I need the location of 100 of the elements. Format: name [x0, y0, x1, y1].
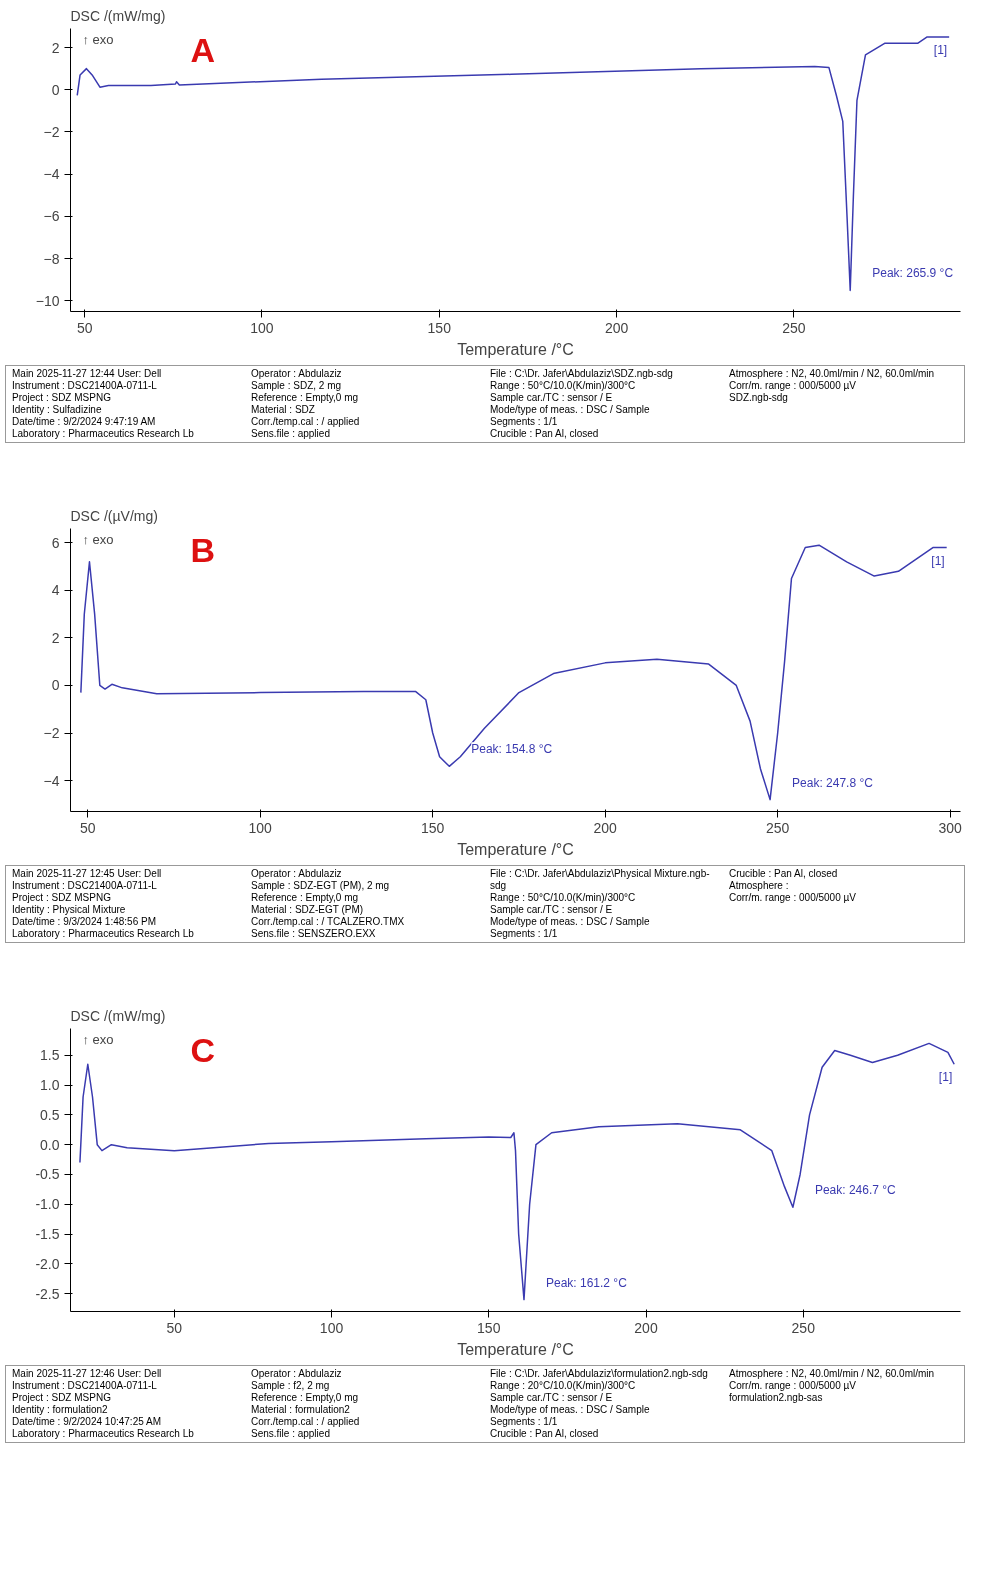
text: Operator : Abdulaziz: [251, 868, 343, 880]
text: Corr/m. range : 000/5000 µV: [729, 1380, 857, 1392]
text: File : C:\Dr. Jafer\Abdulaziz\formulation2.ngb-sdg: [490, 1368, 709, 1380]
text: Range : 50°C/10.0(K/min)/300°C: [490, 892, 637, 904]
text: Crucible : Pan Al, closed: [729, 868, 839, 880]
y-axis-title: DSC /(mW/mg): [70, 7, 166, 24]
text: Date/time : 9/3/2024 1:48:56 PM: [12, 916, 157, 928]
text: File : C:\Dr. Jafer\Abdulaziz\Physical Mixture.ngb-sdg: [490, 868, 711, 892]
text: Range : 50°C/10.0(K/min)/300°C: [490, 380, 637, 392]
text: Project : SDZ MSPNG: [12, 392, 112, 404]
x-tick-label: 150: [421, 819, 445, 836]
y-tick-label: -1.5: [35, 1226, 60, 1243]
x-tick-label: 100: [248, 819, 273, 836]
text: Sens.file : SENSZERO.EXX: [251, 928, 377, 940]
y-tick-label: 0.0: [40, 1136, 60, 1153]
text: Date/time : 9/2/2024 10:47:25 AM: [12, 1416, 162, 1428]
text: Project : SDZ MSPNG: [12, 1392, 112, 1404]
text: Sample : SDZ, 2 mg: [251, 380, 343, 392]
text: Date/time : 9/2/2024 9:47:19 AM: [12, 416, 157, 428]
y-tick-label: -0.5: [35, 1166, 60, 1183]
text: Sample : f2, 2 mg: [251, 1380, 331, 1392]
x-axis-title: Temperature /°C: [457, 840, 574, 858]
text: Mode/type of meas. : DSC / Sample: [490, 1404, 651, 1416]
text: Sample : SDZ-EGT (PM), 2 mg: [251, 880, 391, 892]
text: Atmosphere :: [729, 880, 790, 892]
y-tick-label: −2: [43, 123, 60, 140]
text: Mode/type of meas. : DSC / Sample: [490, 404, 651, 416]
text: Identity : formulation2: [12, 1404, 109, 1416]
y-tick-label: −8: [43, 250, 60, 267]
text: Operator : Abdulaziz: [251, 1368, 343, 1380]
text: Instrument : DSC21400A-0711-L: [12, 880, 158, 892]
x-tick-label: 250: [791, 1319, 816, 1336]
annotation: [1]: [931, 553, 945, 568]
text: Operator : Abdulaziz: [251, 368, 343, 380]
annotation: Peak: 246.7 °C: [814, 1183, 897, 1198]
x-tick-label: 250: [765, 819, 790, 836]
y-tick-label: -2.5: [35, 1285, 60, 1302]
text: Sample car./TC : sensor / E: [490, 392, 614, 404]
x-tick-label: 250: [782, 319, 806, 336]
text: formulation2.ngb-sas: [729, 1392, 824, 1404]
text: Atmosphere : N2, 40.0ml/min / N2, 60.0ml/min: [729, 368, 936, 380]
chart-title: B: [190, 530, 216, 569]
annotation: Peak: 265.9 °C: [872, 266, 954, 281]
text: Reference : Empty,0 mg: [251, 1392, 360, 1404]
text: Sens.file : applied: [251, 428, 331, 440]
text: Mode/type of meas. : DSC / Sample: [490, 916, 651, 928]
x-tick-label: 50: [166, 1319, 183, 1336]
y-tick-label: 1.5: [40, 1047, 60, 1064]
y-tick-label: −10: [35, 292, 60, 309]
y-tick-label: 6: [51, 534, 60, 551]
y-tick-label: 0.5: [40, 1106, 60, 1123]
text: Range : 20°C/10.0(K/min)/300°C: [490, 1380, 637, 1392]
text: Main 2025-11-27 12:45 User: Dell: [12, 868, 163, 880]
x-tick-label: 150: [477, 1319, 501, 1336]
text: Instrument : DSC21400A-0711-L: [12, 380, 158, 392]
text: Segments : 1/1: [490, 928, 559, 940]
text: Segments : 1/1: [490, 416, 559, 428]
y-tick-label: 0: [51, 81, 60, 98]
text: Segments : 1/1: [490, 1416, 559, 1428]
x-tick-label: 150: [427, 319, 452, 336]
annotation: ↑ exo: [82, 531, 114, 547]
text: Instrument : DSC21400A-0711-L: [12, 1380, 158, 1392]
text: Corr./temp.cal : / applied: [251, 1416, 361, 1428]
text: Sample car./TC : sensor / E: [490, 1392, 614, 1404]
chart-title: A: [190, 30, 216, 69]
text: Corr./temp.cal : / applied: [251, 416, 361, 428]
text: SDZ.ngb-sdg: [729, 392, 789, 404]
text: Material : formulation2: [251, 1404, 351, 1416]
text: Sample car./TC : sensor / E: [490, 904, 614, 916]
text: Main 2025-11-27 12:44 User: Dell: [12, 368, 163, 380]
text: Sens.file : applied: [251, 1428, 331, 1440]
text: Corr./temp.cal : / TCALZERO.TMX: [251, 916, 406, 928]
chart-title: C: [190, 1030, 216, 1069]
y-tick-label: −4: [43, 772, 60, 789]
text: File : C:\Dr. Jafer\Abdulaziz\SDZ.ngb-sdg: [490, 368, 674, 380]
x-tick-label: 100: [319, 1319, 344, 1336]
annotation: [1]: [933, 42, 948, 57]
text: Laboratory : Pharmaceutics Research Lb: [12, 428, 195, 440]
annotation: ↑ exo: [82, 31, 114, 47]
annotation: Peak: 247.8 °C: [792, 775, 874, 790]
text: Material : SDZ-EGT (PM): [251, 904, 365, 916]
text: Project : SDZ MSPNG: [12, 892, 112, 904]
x-tick-label: 50: [79, 819, 96, 836]
x-tick-label: 50: [76, 319, 93, 336]
y-tick-label: 2: [51, 629, 60, 646]
text: Laboratory : Pharmaceutics Research Lb: [12, 1428, 195, 1440]
y-tick-label: 4: [51, 582, 60, 599]
text: Crucible : Pan Al, closed: [490, 428, 600, 440]
y-tick-label: −2: [43, 725, 60, 742]
annotation: ↑ exo: [82, 1031, 114, 1047]
text: Identity : Sulfadizine: [12, 404, 103, 416]
text: Identity : Physical Mixture: [12, 904, 127, 916]
x-tick-label: 200: [604, 319, 629, 336]
x-tick-label: 100: [250, 319, 274, 336]
x-axis-title: Temperature /°C: [457, 1340, 574, 1358]
annotation: [1]: [938, 1070, 953, 1085]
text: Atmosphere : N2, 40.0ml/min / N2, 60.0ml/min: [729, 1368, 936, 1380]
annotation: Peak: 154.8 °C: [471, 742, 553, 757]
y-axis-title: DSC /(mW/mg): [70, 1007, 166, 1024]
text: Crucible : Pan Al, closed: [490, 1428, 600, 1440]
